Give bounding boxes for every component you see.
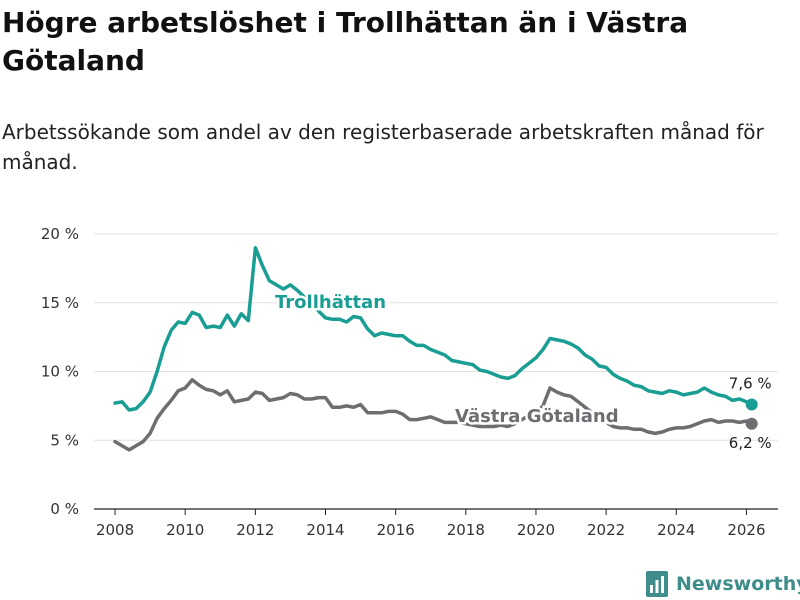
chart-subtitle: Arbetssökande som andel av den registerb…	[2, 120, 764, 174]
y-axis: 0 % 5 % 10 % 15 % 20 %	[41, 225, 79, 518]
y-tick-label: 10 %	[41, 363, 79, 381]
gridlines	[94, 233, 778, 441]
x-tick-label: 2010	[166, 521, 204, 539]
y-tick-label: 5 %	[50, 431, 79, 449]
series-line-trollhattan	[113, 246, 754, 412]
series-line-vastra-gotaland	[113, 378, 754, 452]
series-label-vastra-gotaland: Västra Götaland	[455, 406, 619, 427]
x-tick-label: 2026	[727, 521, 765, 539]
brand-name: Newsworthy	[676, 573, 800, 595]
x-tick-label: 2016	[377, 521, 415, 539]
x-tick-label: 2014	[306, 521, 344, 539]
y-tick-label: 20 %	[41, 225, 79, 243]
y-tick-label: 0 %	[50, 500, 79, 518]
end-label-vastra-gotaland: 6,2 %	[729, 434, 772, 452]
newsworthy-logo-icon	[646, 571, 668, 597]
x-tick-label: 2008	[96, 521, 134, 539]
x-tick-label: 2012	[236, 521, 274, 539]
series-lines	[113, 246, 758, 452]
x-tick-label: 2018	[447, 521, 485, 539]
x-tick-label: 2024	[657, 521, 695, 539]
chart-title: Högre arbetslöshet i Trollhättan än i Vä…	[2, 6, 689, 77]
series-label-trollhattan: Trollhättan	[275, 292, 386, 313]
x-axis-ticks: 2008 2010 2012 2014 2016 2018 2020 2022 2024 2026	[96, 509, 766, 539]
y-tick-label: 15 %	[41, 294, 79, 312]
series-labels: Trollhättan Västra Götaland 7,6 % 6,2 %	[273, 290, 772, 452]
end-point-vastra-gotaland	[745, 417, 758, 430]
end-label-trollhattan: 7,6 %	[729, 375, 772, 393]
x-tick-label: 2022	[587, 521, 625, 539]
newsworthy-brand: Newsworthy	[646, 570, 800, 598]
x-tick-label: 2020	[517, 521, 555, 539]
end-point-trollhattan	[745, 398, 758, 411]
